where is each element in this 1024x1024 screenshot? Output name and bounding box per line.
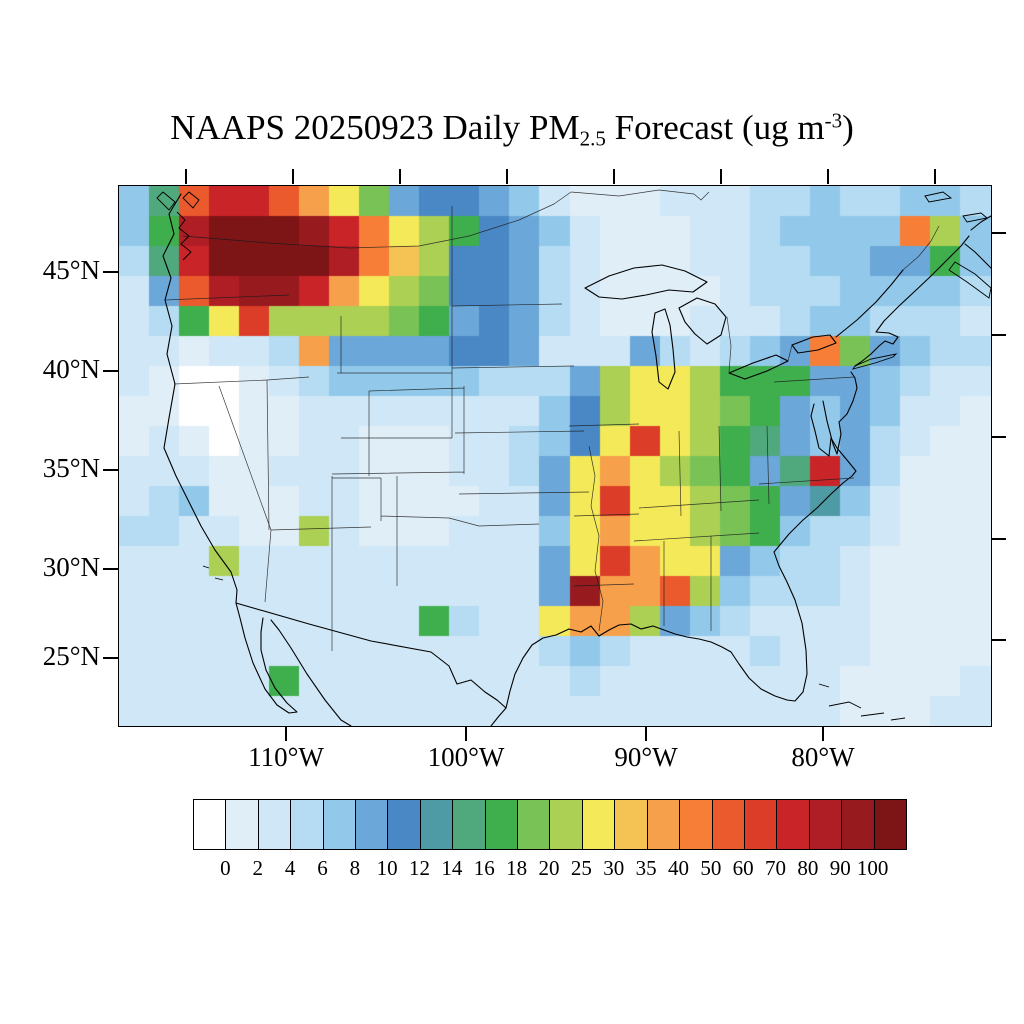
colorbar-tick-label: 30 — [603, 856, 625, 880]
colorbar-tick-label: 0 — [220, 856, 231, 880]
top-tick — [399, 169, 401, 184]
colorbar-cell — [809, 800, 843, 849]
lon-tick-label: 100°W — [427, 742, 505, 772]
colorbar-cell — [453, 800, 486, 849]
colorbar-tick-label: 20 — [538, 856, 560, 880]
colorbar-cell — [258, 800, 292, 849]
colorbar-cell — [777, 800, 810, 849]
colorbar-cell — [356, 800, 389, 849]
lon-tick — [465, 726, 467, 741]
colorbar-tick-label: 40 — [667, 856, 689, 880]
colorbar-cell — [842, 800, 875, 849]
colorbar-cell — [194, 800, 227, 849]
colorbar-tick-label: 100 — [856, 856, 889, 880]
colorbar-cell — [323, 800, 357, 849]
colorbar-tick-label: 8 — [349, 856, 361, 880]
lat-tick-label: 35°N — [42, 453, 100, 483]
colorbar-tick-label: 4 — [284, 856, 296, 880]
lon-tick-label: 110°W — [248, 742, 324, 772]
lon-tick — [645, 726, 647, 741]
lat-tick-label: 30°N — [42, 552, 100, 582]
colorbar-cell — [615, 800, 648, 849]
colorbar-cell — [550, 800, 583, 849]
lon-tick — [285, 726, 287, 741]
colorbar-tick-label: 10 — [376, 856, 398, 880]
colorbar-cell — [744, 800, 778, 849]
colorbar-cell — [680, 800, 713, 849]
colorbar-cell — [420, 800, 454, 849]
lat-tick — [103, 657, 118, 659]
colorbar-tick-label: 6 — [317, 856, 328, 880]
coastline-overlay — [156, 189, 991, 726]
colorbar-tick-label: 35 — [635, 856, 657, 880]
colorbar-tick-label: 70 — [765, 856, 787, 880]
lon-tick-label: 90°W — [614, 742, 678, 772]
right-tick — [991, 232, 1006, 234]
colorbar-tick-label: 14 — [441, 856, 463, 880]
title-prefix: NAAPS 20250923 Daily PM — [170, 108, 580, 147]
colorbar-tick-label: 60 — [732, 856, 754, 880]
top-tick — [185, 169, 187, 184]
colorbar-cell — [388, 800, 421, 849]
colorbar — [193, 799, 907, 850]
title-subscript: 2.5 — [579, 126, 606, 151]
map-plot-area — [118, 185, 992, 727]
top-tick — [827, 169, 829, 184]
colorbar-cell — [712, 800, 745, 849]
lon-tick — [822, 726, 824, 741]
colorbar-tick-label: 50 — [700, 856, 722, 880]
colorbar-cell — [874, 800, 906, 849]
top-tick — [506, 169, 508, 184]
colorbar-tick-label: 2 — [252, 856, 263, 880]
title-middle: Forecast (ug m — [605, 108, 825, 147]
right-tick — [991, 436, 1006, 438]
title-superscript: -3 — [824, 108, 843, 133]
lon-tick-label: 80°W — [791, 742, 855, 772]
colorbar-cell — [291, 800, 324, 849]
colorbar-tick-label: 18 — [506, 856, 528, 880]
colorbar-tick-label: 80 — [797, 856, 819, 880]
lat-tick — [103, 568, 118, 570]
colorbar-cell — [226, 800, 259, 849]
colorbar-cell — [518, 800, 551, 849]
top-tick — [613, 169, 615, 184]
title-suffix: ) — [842, 108, 854, 147]
lat-tick — [103, 370, 118, 372]
colorbar-cell — [485, 800, 519, 849]
right-tick — [991, 538, 1006, 540]
top-tick — [934, 169, 936, 184]
right-tick — [991, 639, 1006, 641]
colorbar-cell — [647, 800, 681, 849]
colorbar-tick-label: 90 — [829, 856, 851, 880]
lat-tick — [103, 469, 118, 471]
lat-tick-label: 25°N — [42, 641, 100, 671]
right-tick — [991, 334, 1006, 336]
colorbar-tick-label: 12 — [409, 856, 431, 880]
colorbar-tick-label: 16 — [473, 856, 495, 880]
lat-tick-label: 40°N — [42, 354, 100, 384]
top-tick — [720, 169, 722, 184]
colorbar-tick-label: 25 — [570, 856, 592, 880]
top-tick — [292, 169, 294, 184]
chart-title: NAAPS 20250923 Daily PM2.5 Forecast (ug … — [62, 108, 962, 151]
lat-tick — [103, 271, 118, 273]
colorbar-cell — [582, 800, 616, 849]
lat-tick-label: 45°N — [42, 255, 100, 285]
pm25-heatmap-canvas — [119, 186, 991, 726]
